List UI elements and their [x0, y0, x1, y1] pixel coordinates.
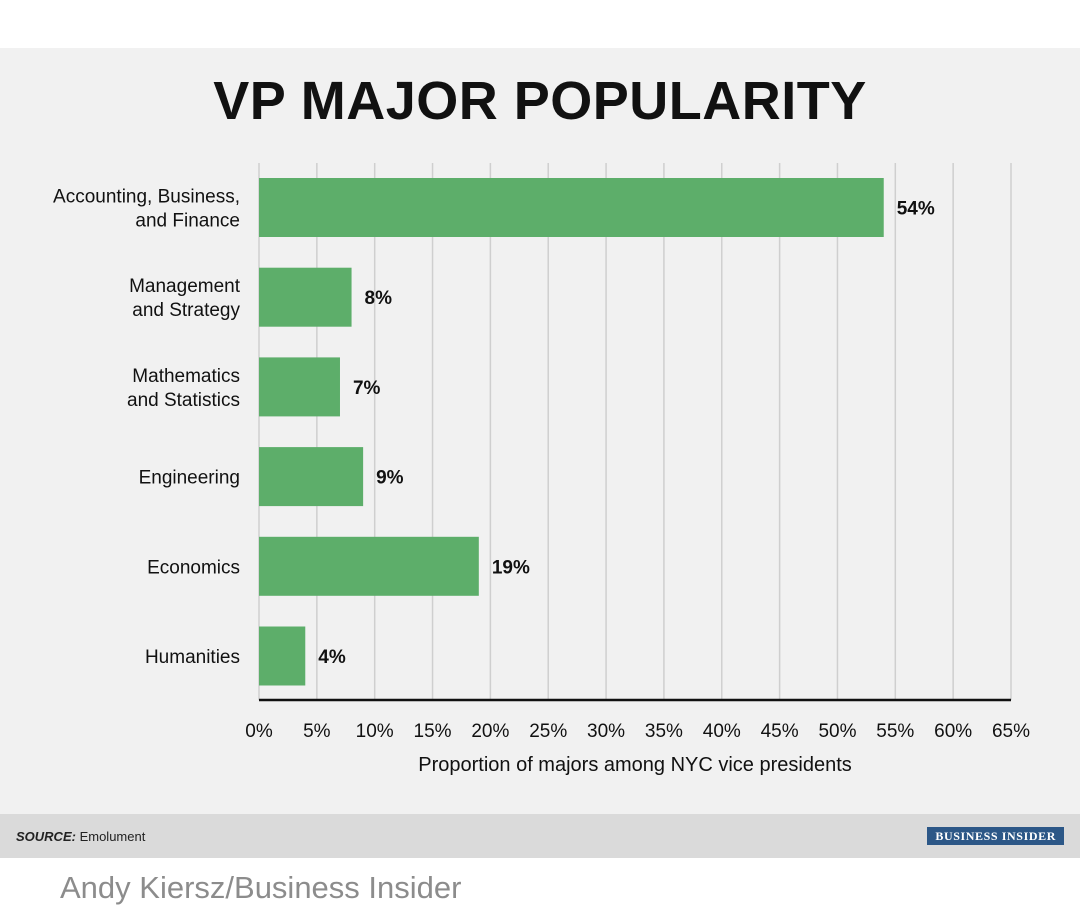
data-label: 9% [376, 468, 404, 489]
source-label: SOURCE: [16, 829, 76, 844]
tick-label: 40% [703, 721, 741, 742]
tick-label: 60% [934, 721, 972, 742]
tick-label: 50% [818, 721, 856, 742]
tick-label: 30% [587, 721, 625, 742]
category-label: Management [129, 276, 241, 297]
category-label: and Statistics [127, 390, 240, 411]
tick-label: 25% [529, 721, 567, 742]
bar [259, 626, 306, 686]
bar [259, 178, 884, 237]
image-credit: Andy Kiersz/Business Insider [60, 870, 462, 905]
category-label: Accounting, Business, [53, 187, 240, 208]
grid-lines [258, 163, 1012, 700]
x-axis-label: Proportion of majors among NYC vice pres… [418, 754, 852, 776]
data-label: 8% [365, 288, 393, 309]
tick-label: 5% [303, 721, 331, 742]
data-label: 54% [897, 199, 935, 220]
tick-label: 35% [645, 721, 683, 742]
tick-label: 55% [876, 721, 914, 742]
data-labels: 54% 8% 7% 9% 19% 4% [318, 199, 935, 669]
tick-label: 20% [471, 721, 509, 742]
chart-card [0, 48, 1080, 814]
brand-logo: BUSINESS INSIDER [927, 827, 1064, 845]
bar [259, 447, 364, 507]
source-note: SOURCE: Emolument [16, 829, 145, 844]
tick-label: 15% [414, 721, 452, 742]
category-label: Economics [147, 557, 240, 578]
bars [259, 178, 884, 686]
category-labels: Accounting, Business, and Finance Manageme… [53, 187, 241, 669]
bar [259, 536, 479, 596]
category-label: and Finance [135, 211, 240, 232]
category-label: and Strategy [132, 300, 240, 321]
category-label: Engineering [139, 468, 240, 489]
category-label: Mathematics [132, 366, 240, 387]
category-label: Humanities [145, 647, 240, 668]
tick-label: 65% [992, 721, 1030, 742]
tick-label: 45% [761, 721, 799, 742]
chart-title: VP MAJOR POPULARITY [213, 71, 867, 131]
tick-label: 0% [245, 721, 273, 742]
tick-label: 10% [356, 721, 394, 742]
x-tick-labels: 0% 5% 10% 15% 20% 25% 30% 35% 40% 45% 50% 55% 60% 65% [245, 721, 1030, 742]
data-label: 4% [318, 647, 346, 668]
data-label: 19% [492, 557, 530, 578]
source-value: Emolument [79, 829, 146, 844]
bar [259, 357, 340, 417]
source-bar: SOURCE: Emolument BUSINESS INSIDER [0, 814, 1080, 858]
bar [259, 267, 352, 327]
data-label: 7% [353, 378, 381, 399]
